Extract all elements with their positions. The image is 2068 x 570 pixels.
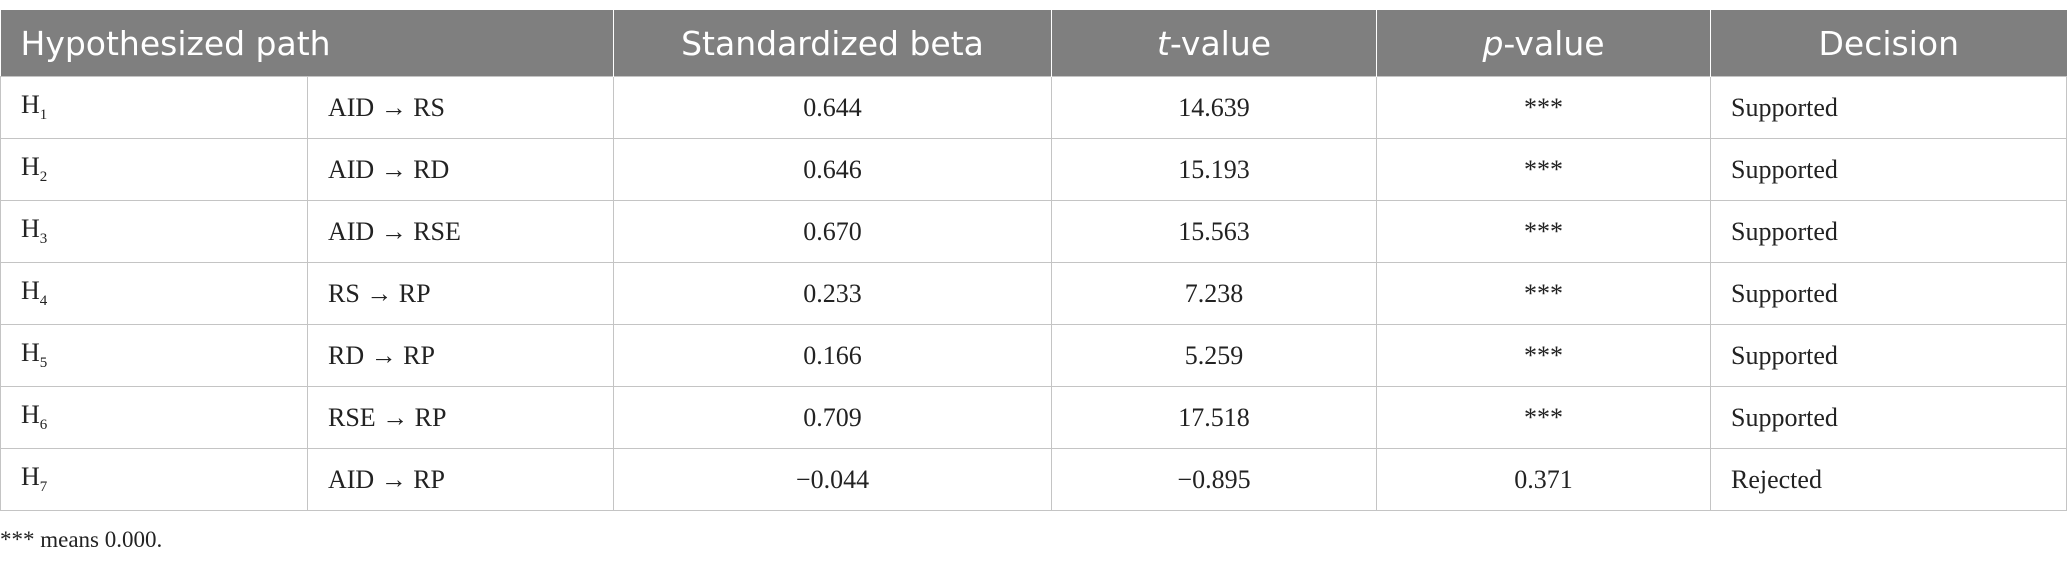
table-cell: Supported <box>1710 138 2067 201</box>
table-cell: 0.644 <box>613 76 1052 139</box>
hypothesis-letter: H <box>21 152 40 182</box>
table-cell: AID → RS <box>307 76 614 139</box>
table-body: H1 AID → RS 0.644 14.639 *** Supported H2 AID →… <box>0 76 2067 511</box>
table-cell: Supported <box>1710 200 2067 263</box>
table-row: H1 AID → RS 0.644 14.639 *** Supported <box>0 76 2067 139</box>
table-cell: 5.259 <box>1051 324 1377 387</box>
header-italic: p <box>1482 23 1504 63</box>
table-cell: AID → RP <box>307 448 614 511</box>
hypothesis-letter: H <box>21 400 40 430</box>
footnote: *** means 0.000. <box>0 527 163 552</box>
hypothesis-letter: H <box>21 338 40 368</box>
hypothesis-letter: H <box>21 90 40 120</box>
table-cell: 15.563 <box>1051 200 1377 263</box>
results-table: Hypothesized path Standardized beta t-valu… <box>0 10 2067 511</box>
column-header: t-value <box>1051 10 1377 77</box>
hypothesis-index: 7 <box>39 479 48 496</box>
table-cell: *** <box>1376 200 1711 263</box>
table-row: H6 RSE → RP 0.709 17.518 *** Supported <box>0 386 2067 449</box>
table-cell: H7 <box>0 448 308 511</box>
table-cell: *** <box>1376 138 1711 201</box>
table-cell: 0.166 <box>613 324 1052 387</box>
table-cell: AID → RSE <box>307 200 614 263</box>
header-italic: t <box>1156 23 1170 63</box>
hypothesis-index: 3 <box>39 231 48 248</box>
table-row: H5 RD → RP 0.166 5.259 *** Supported <box>0 324 2067 387</box>
table-cell: *** <box>1376 76 1711 139</box>
table-cell: Rejected <box>1710 448 2067 511</box>
table-cell: 0.371 <box>1376 448 1711 511</box>
column-header: Hypothesized path <box>0 10 614 77</box>
hypothesis-letter: H <box>21 462 40 492</box>
table-cell: 17.518 <box>1051 386 1377 449</box>
table-cell: 7.238 <box>1051 262 1377 325</box>
table-cell: 0.709 <box>613 386 1052 449</box>
table-cell: RS → RP <box>307 262 614 325</box>
table-cell: H1 <box>0 76 308 139</box>
table-row: H3 AID → RSE 0.670 15.563 *** Supported <box>0 200 2067 263</box>
header-text: -value <box>1169 23 1272 63</box>
table-cell: *** <box>1376 324 1711 387</box>
table-cell: −0.895 <box>1051 448 1377 511</box>
table-cell: *** <box>1376 262 1711 325</box>
table-cell: 0.670 <box>613 200 1052 263</box>
table-cell: *** <box>1376 386 1711 449</box>
table-cell: H5 <box>0 324 308 387</box>
column-header: Decision <box>1710 10 2067 77</box>
header-row: Hypothesized path Standardized beta t-valu… <box>0 10 2067 77</box>
table-cell: H6 <box>0 386 308 449</box>
table-cell: Supported <box>1710 386 2067 449</box>
table-cell: 0.646 <box>613 138 1052 201</box>
table-row: H4 RS → RP 0.233 7.238 *** Supported <box>0 262 2067 325</box>
table-cell: 14.639 <box>1051 76 1377 139</box>
table-cell: −0.044 <box>613 448 1052 511</box>
table-cell: Supported <box>1710 262 2067 325</box>
table-cell: H2 <box>0 138 308 201</box>
table-cell: H3 <box>0 200 308 263</box>
hypothesis-index: 6 <box>39 417 48 434</box>
table-cell: 15.193 <box>1051 138 1377 201</box>
column-header: p-value <box>1376 10 1711 77</box>
table-cell: RD → RP <box>307 324 614 387</box>
table-cell: Supported <box>1710 76 2067 139</box>
hypothesis-index: 4 <box>39 293 48 310</box>
hypothesis-letter: H <box>21 214 40 244</box>
table-cell: AID → RD <box>307 138 614 201</box>
column-header: Standardized beta <box>613 10 1052 77</box>
table-cell: H4 <box>0 262 308 325</box>
table-row: H2 AID → RD 0.646 15.193 *** Supported <box>0 138 2067 201</box>
hypothesis-index: 2 <box>39 169 48 186</box>
table-row: H7 AID → RP −0.044 −0.895 0.371 Rejected <box>0 448 2067 511</box>
table-cell: Supported <box>1710 324 2067 387</box>
hypothesis-index: 5 <box>39 355 48 372</box>
table-cell: RSE → RP <box>307 386 614 449</box>
table-cell: 0.233 <box>613 262 1052 325</box>
hypothesis-index: 1 <box>39 107 48 124</box>
header-text: -value <box>1503 23 1605 63</box>
hypothesis-letter: H <box>21 276 40 306</box>
